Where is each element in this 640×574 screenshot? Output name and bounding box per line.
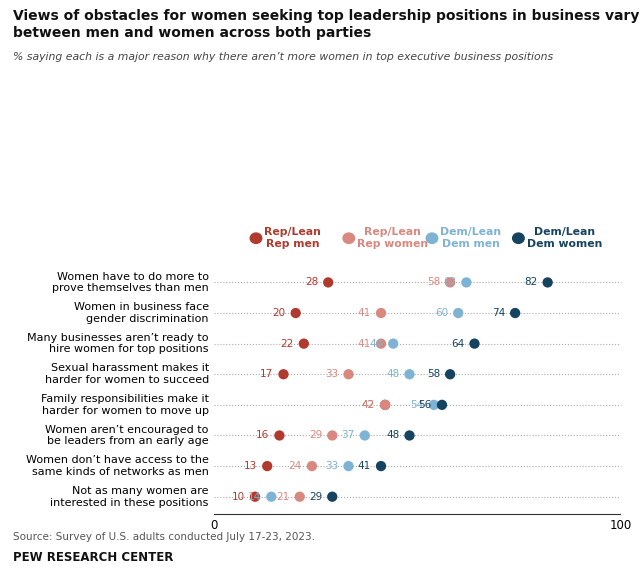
Text: 82: 82: [524, 277, 538, 288]
Text: 17: 17: [260, 369, 273, 379]
Text: 14: 14: [248, 492, 261, 502]
Text: between men and women across both parties: between men and women across both partie…: [13, 26, 371, 40]
Point: [299, 339, 309, 348]
Text: 54: 54: [410, 400, 424, 410]
Point: [376, 461, 386, 471]
Point: [376, 339, 386, 348]
Point: [429, 400, 439, 409]
Point: [327, 492, 337, 501]
Text: 29: 29: [309, 430, 322, 440]
Text: 10: 10: [232, 492, 245, 502]
Point: [275, 431, 285, 440]
Text: 29: 29: [309, 492, 322, 502]
Text: 58: 58: [427, 277, 440, 288]
Point: [266, 492, 276, 501]
Text: 28: 28: [305, 277, 318, 288]
Point: [380, 400, 390, 409]
Point: [445, 278, 455, 287]
Text: 74: 74: [492, 308, 505, 318]
Point: [388, 339, 398, 348]
Text: Dem/Lean
Dem men: Dem/Lean Dem men: [440, 227, 502, 249]
Text: 56: 56: [419, 400, 432, 410]
Point: [360, 431, 370, 440]
Text: Views of obstacles for women seeking top leadership positions in business vary: Views of obstacles for women seeking top…: [13, 9, 639, 22]
Point: [278, 370, 289, 379]
Point: [510, 308, 520, 317]
Point: [291, 308, 301, 317]
Text: 37: 37: [341, 430, 355, 440]
Text: Rep/Lean
Rep men: Rep/Lean Rep men: [264, 227, 321, 249]
Text: 41: 41: [358, 339, 371, 348]
Text: 16: 16: [256, 430, 269, 440]
Text: 42: 42: [362, 400, 375, 410]
Text: Dem/Lean
Dem women: Dem/Lean Dem women: [527, 227, 602, 249]
Text: 20: 20: [273, 308, 285, 318]
Point: [404, 370, 415, 379]
Text: 44: 44: [370, 339, 383, 348]
Text: 60: 60: [435, 308, 448, 318]
Point: [445, 370, 455, 379]
Text: 58: 58: [427, 369, 440, 379]
Text: 41: 41: [358, 461, 371, 471]
Point: [344, 461, 354, 471]
Text: PEW RESEARCH CENTER: PEW RESEARCH CENTER: [13, 550, 173, 564]
Text: Source: Survey of U.S. adults conducted July 17-23, 2023.: Source: Survey of U.S. adults conducted …: [13, 533, 315, 542]
Text: 48: 48: [386, 430, 399, 440]
Text: 64: 64: [451, 339, 465, 348]
Point: [250, 492, 260, 501]
Text: 24: 24: [289, 461, 302, 471]
Point: [404, 431, 415, 440]
Point: [461, 278, 472, 287]
Text: 33: 33: [325, 369, 339, 379]
Text: 21: 21: [276, 492, 289, 502]
Text: 48: 48: [386, 369, 399, 379]
Text: 62: 62: [443, 277, 456, 288]
Text: 22: 22: [280, 339, 294, 348]
Point: [307, 461, 317, 471]
Point: [453, 308, 463, 317]
Point: [344, 370, 354, 379]
Text: 33: 33: [325, 461, 339, 471]
Point: [294, 492, 305, 501]
Text: 41: 41: [358, 308, 371, 318]
Point: [469, 339, 479, 348]
Point: [323, 278, 333, 287]
Text: 13: 13: [244, 461, 257, 471]
Point: [380, 400, 390, 409]
Text: % saying each is a major reason why there aren’t more women in top executive bus: % saying each is a major reason why ther…: [13, 52, 553, 61]
Point: [437, 400, 447, 409]
Text: Rep/Lean
Rep women: Rep/Lean Rep women: [357, 227, 428, 249]
Point: [376, 308, 386, 317]
Point: [543, 278, 553, 287]
Point: [262, 461, 273, 471]
Text: 42: 42: [362, 400, 375, 410]
Point: [327, 431, 337, 440]
